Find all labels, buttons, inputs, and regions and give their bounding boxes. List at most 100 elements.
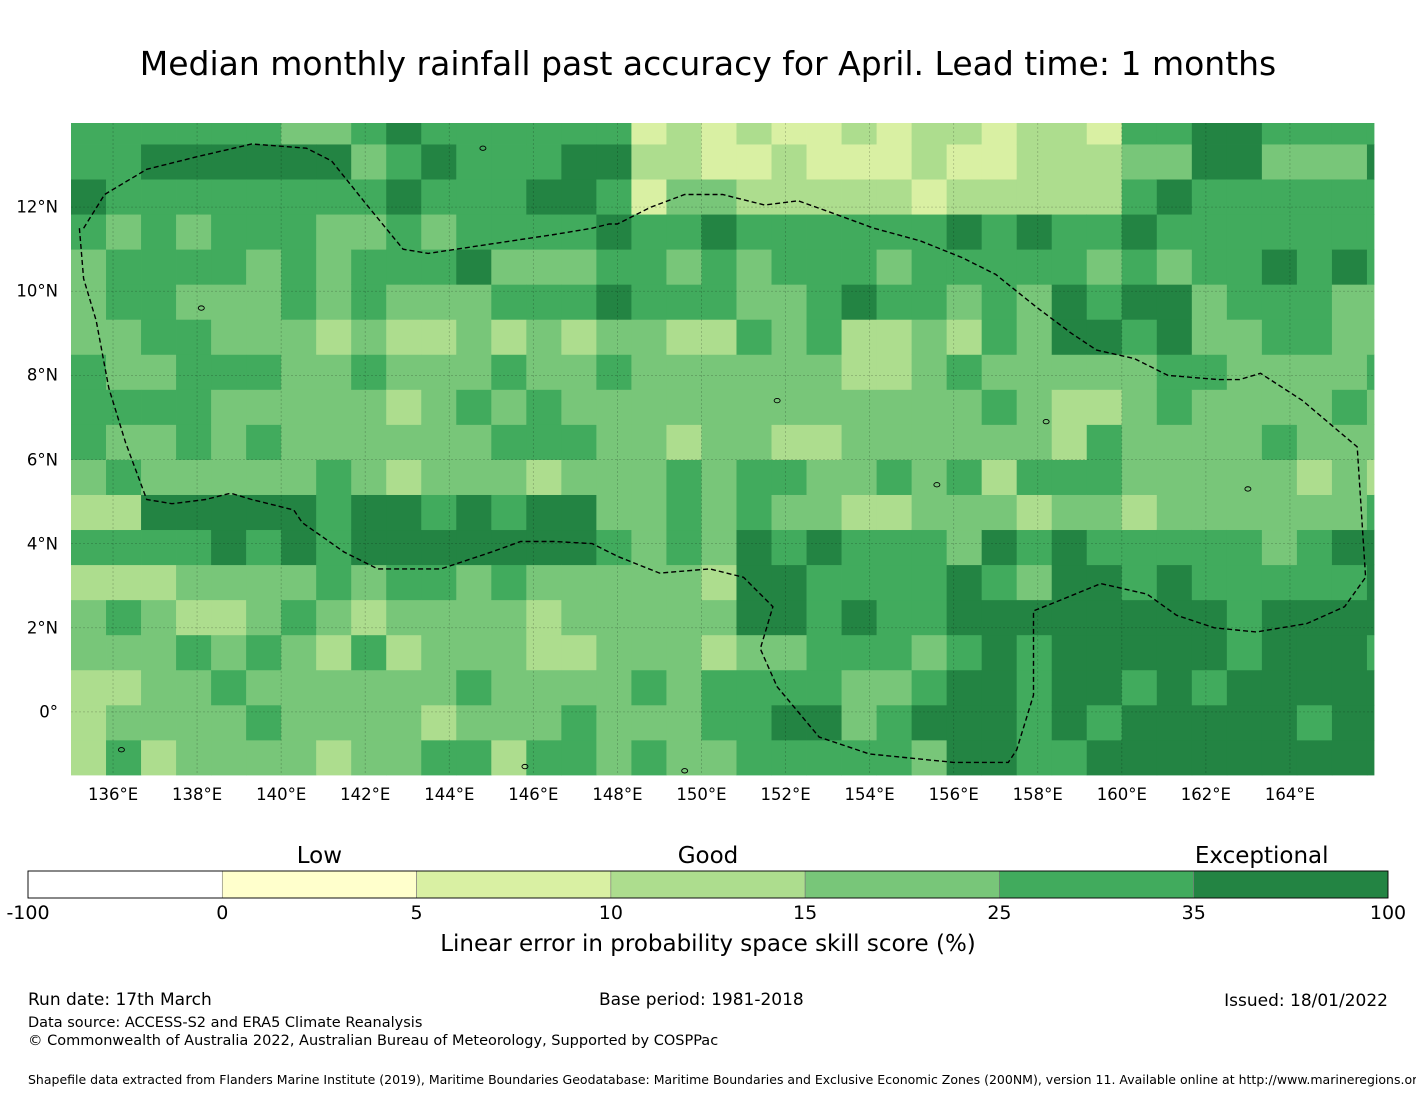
grid-cell bbox=[386, 144, 422, 180]
grid-cell bbox=[1016, 214, 1053, 250]
grid-cell bbox=[1051, 214, 1088, 250]
grid-cell bbox=[281, 284, 317, 320]
grid-cell bbox=[946, 354, 983, 390]
grid-cell bbox=[141, 144, 177, 180]
grid-cell bbox=[561, 669, 597, 706]
grid-cell bbox=[1366, 123, 1375, 145]
lon-tick-label: 150°E bbox=[676, 785, 727, 804]
grid-cell bbox=[841, 459, 877, 495]
grid-cell bbox=[141, 179, 177, 215]
grid-cell bbox=[456, 494, 492, 531]
lat-tick-label: 6°N bbox=[26, 450, 58, 470]
grid-cell bbox=[1086, 599, 1123, 636]
grid-cell bbox=[281, 144, 317, 180]
grid-cell bbox=[561, 144, 597, 180]
grid-cell bbox=[246, 389, 282, 425]
grid-cell bbox=[876, 179, 913, 215]
grid-cell bbox=[1191, 389, 1228, 425]
grid-cell bbox=[421, 284, 457, 320]
grid-cell bbox=[1331, 459, 1368, 495]
grid-cell bbox=[106, 634, 142, 671]
grid-cell bbox=[1191, 494, 1228, 531]
grid-cell bbox=[71, 704, 107, 741]
grid-cell bbox=[281, 319, 317, 355]
grid-cell bbox=[701, 284, 737, 320]
grid-cell bbox=[1051, 179, 1088, 215]
grid-cell bbox=[1261, 179, 1298, 215]
grid-cell bbox=[1086, 529, 1123, 566]
grid-cell bbox=[806, 354, 842, 390]
grid-cell bbox=[1296, 669, 1333, 706]
grid-cell bbox=[666, 214, 702, 250]
grid-cell bbox=[246, 669, 282, 706]
grid-cell bbox=[351, 144, 387, 180]
grid-cell bbox=[841, 739, 877, 776]
grid-cell bbox=[386, 389, 422, 425]
grid-cell bbox=[876, 354, 913, 390]
grid-cell bbox=[421, 319, 457, 355]
grid-cell bbox=[1296, 529, 1333, 566]
grid-cell bbox=[596, 123, 632, 145]
grid-cell bbox=[1191, 214, 1228, 250]
grid-cell bbox=[1296, 459, 1333, 495]
grid-cell bbox=[596, 739, 632, 776]
grid-cell bbox=[806, 319, 842, 355]
grid-cell bbox=[71, 179, 107, 215]
grid-cell bbox=[1051, 284, 1088, 320]
grid-cell bbox=[491, 214, 527, 250]
grid-cell bbox=[876, 424, 913, 460]
grid-cell bbox=[316, 354, 352, 390]
grid-cell bbox=[1121, 564, 1158, 601]
grid-cell bbox=[981, 564, 1018, 601]
grid-cell bbox=[1366, 319, 1375, 355]
skill-category-label: Low bbox=[296, 843, 343, 869]
grid-cell bbox=[561, 564, 597, 601]
grid-cell bbox=[351, 123, 387, 145]
grid-cell bbox=[946, 529, 983, 566]
grid-cell bbox=[596, 599, 632, 636]
grid-cell bbox=[1191, 144, 1228, 180]
grid-cell bbox=[176, 144, 212, 180]
grid-cell bbox=[1331, 669, 1368, 706]
grid-cell bbox=[246, 249, 282, 285]
grid-cell bbox=[526, 179, 562, 215]
grid-cell bbox=[351, 354, 387, 390]
grid-cell bbox=[701, 249, 737, 285]
grid-cell bbox=[351, 284, 387, 320]
grid-cell bbox=[771, 669, 807, 706]
grid-cell bbox=[106, 494, 142, 531]
island-outline bbox=[197, 305, 205, 311]
grid-cell bbox=[281, 249, 317, 285]
grid-cell bbox=[806, 123, 842, 145]
grid-cell bbox=[911, 284, 948, 320]
grid-cell bbox=[211, 319, 247, 355]
grid-cell bbox=[1156, 424, 1193, 460]
grid-cell bbox=[596, 354, 632, 390]
grid-cell bbox=[841, 249, 877, 285]
grid-cell bbox=[631, 739, 667, 776]
grid-cell bbox=[631, 494, 667, 531]
grid-cell bbox=[806, 494, 842, 531]
grid-cell bbox=[246, 354, 282, 390]
grid-cell bbox=[211, 529, 247, 566]
grid-cell bbox=[1016, 599, 1053, 636]
grid-cell bbox=[1156, 459, 1193, 495]
grid-cell bbox=[946, 634, 983, 671]
grid-cell bbox=[386, 319, 422, 355]
grid-cell bbox=[1121, 284, 1158, 320]
grid-cell bbox=[771, 459, 807, 495]
grid-cell bbox=[106, 319, 142, 355]
grid-cell bbox=[106, 354, 142, 390]
colorbar-segment bbox=[27, 870, 223, 899]
grid-cell bbox=[946, 179, 983, 215]
grid-cell bbox=[386, 494, 422, 531]
grid-cell bbox=[1191, 123, 1228, 145]
grid-cell bbox=[1121, 123, 1158, 145]
grid-cell bbox=[351, 319, 387, 355]
grid-cell bbox=[701, 354, 737, 390]
grid-cell bbox=[211, 123, 247, 145]
grid-cell bbox=[946, 564, 983, 601]
grid-cell bbox=[841, 599, 877, 636]
grid-cell bbox=[351, 459, 387, 495]
grid-cell bbox=[351, 389, 387, 425]
